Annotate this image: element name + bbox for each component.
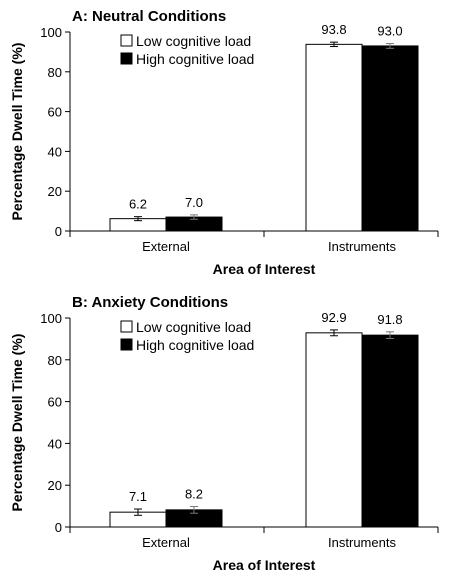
data-label: 93.8 xyxy=(321,22,346,37)
legend-label: High cognitive load xyxy=(136,337,254,353)
y-tick-label: 20 xyxy=(48,184,62,199)
bar xyxy=(361,45,419,232)
y-axis-title: Percentage Dwell Time (%) xyxy=(9,43,25,221)
bar xyxy=(305,43,363,232)
legend: Low cognitive load High cognitive load xyxy=(120,33,254,67)
legend-swatch xyxy=(120,34,133,47)
legend-label: Low cognitive load xyxy=(136,319,251,335)
data-label: 91.8 xyxy=(377,312,402,327)
y-tick-label: 0 xyxy=(55,520,62,535)
y-tick-label: 20 xyxy=(48,478,62,493)
chart-title: A: Neutral Conditions xyxy=(72,8,226,25)
y-tick-label: 80 xyxy=(48,353,62,368)
x-axis-title: Area of Interest xyxy=(213,557,316,573)
legend: Low cognitive load High cognitive load xyxy=(120,319,254,353)
legend-label: High cognitive load xyxy=(136,51,254,67)
bar xyxy=(361,334,419,528)
category-label: External xyxy=(142,535,190,550)
bar xyxy=(305,332,363,528)
data-label: 93.0 xyxy=(377,24,402,39)
data-label: 8.2 xyxy=(185,487,203,502)
y-tick-label: 40 xyxy=(48,436,62,451)
category-label: External xyxy=(142,239,190,254)
y-tick-label: 100 xyxy=(40,25,62,40)
y-tick-label: 100 xyxy=(40,311,62,326)
y-tick-label: 40 xyxy=(48,144,62,159)
legend-swatch xyxy=(120,52,133,65)
legend-swatch xyxy=(120,338,133,351)
data-label: 7.0 xyxy=(185,195,203,210)
chart-panel-a: A: Neutral Conditions 0 20 40 60 80 100 Percent… xyxy=(9,8,439,277)
y-tick-label: 60 xyxy=(48,395,62,410)
legend-label: Low cognitive load xyxy=(136,33,251,49)
data-label: 7.1 xyxy=(129,489,147,504)
y-tick-label: 80 xyxy=(48,65,62,80)
y-axis-title: Percentage Dwell Time (%) xyxy=(9,334,25,512)
data-label: 6.2 xyxy=(129,197,147,212)
x-axis-title: Area of Interest xyxy=(213,261,316,277)
chart-panel-b: B: Anxiety Conditions 0 20 40 60 80 100 Percent… xyxy=(9,294,439,573)
legend-swatch xyxy=(120,320,133,333)
y-tick-label: 60 xyxy=(48,105,62,120)
chart-title: B: Anxiety Conditions xyxy=(72,294,228,311)
category-label: Instruments xyxy=(328,535,396,550)
data-label: 92.9 xyxy=(321,310,346,325)
y-tick-label: 0 xyxy=(55,224,62,239)
category-label: Instruments xyxy=(328,239,396,254)
